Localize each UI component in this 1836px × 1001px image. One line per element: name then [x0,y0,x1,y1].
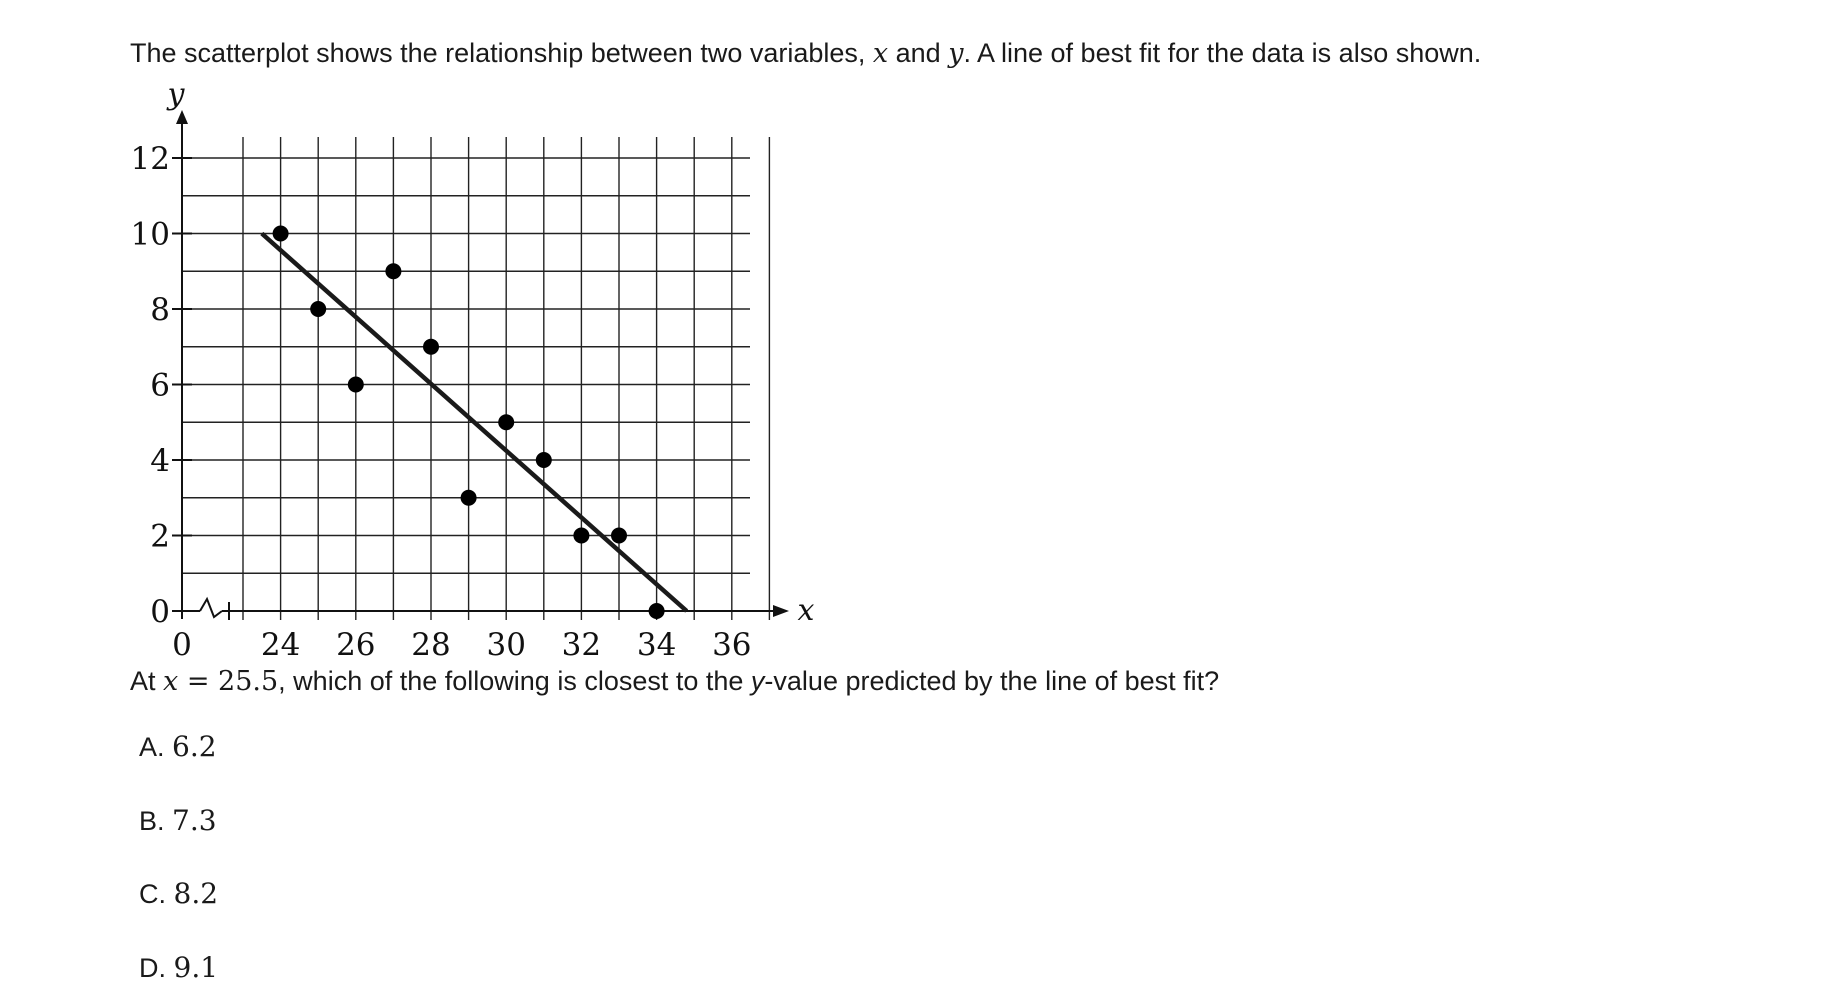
data-point [310,301,327,317]
chart-grid [182,137,771,620]
x-tick-label: 26 [336,627,375,660]
data-point [385,263,402,280]
choice-a[interactable]: A. 6.2 [139,730,217,763]
y-tick-label: 2 [150,519,170,555]
intro-text-start: The scatterplot shows the relationship b… [130,38,873,68]
best-fit-line-group [260,231,689,613]
data-point [573,527,590,544]
prompt-var-x: x [163,666,179,697]
intro-text-and: and [888,38,949,68]
x-tick-label: 28 [411,627,450,660]
data-point [535,452,552,468]
choice-b-value: 7.3 [172,804,217,837]
x-origin-label: 0 [172,627,192,660]
intro-text-end: . A line of best fit for the data is als… [963,38,1482,68]
data-point [460,489,477,506]
data-point [498,414,515,431]
best-fit-line [260,231,689,613]
x-axis-arrow [773,605,789,617]
prompt-text-end: -value predicted by the line of best fit… [764,666,1220,696]
y-axis-title: y [166,77,186,112]
data-point [347,376,364,393]
x-tick-label: 32 [562,627,601,660]
x-tick-label: 34 [637,627,676,660]
choice-b-letter: B. [139,806,173,836]
data-point [648,603,665,619]
prompt-text-mid: , which of the following is closest to t… [278,666,751,696]
choice-c[interactable]: C. 8.2 [139,877,218,910]
chart-axes: yx [166,77,815,628]
x-axis-break [199,596,223,619]
data-point [272,225,289,242]
data-point [423,338,439,355]
choice-a-letter: A. [139,732,173,762]
choice-d[interactable]: D. 9.1 [139,951,218,984]
choice-c-value: 8.2 [173,877,219,910]
choice-d-value: 9.1 [173,951,219,984]
data-point [611,527,627,544]
x-tick-label: 36 [712,627,751,660]
y-tick-label: 6 [150,368,170,404]
y-tick-label: 10 [131,217,170,253]
prompt-text-start: At [130,666,164,696]
y-tick-label: 4 [150,443,170,479]
choice-d-letter: D. [139,953,174,983]
intro-var-y: y [948,38,964,69]
question-prompt: At x = 25.5, which of the following is c… [130,666,1219,697]
y-tick-label: 8 [150,292,170,328]
question-intro: The scatterplot shows the relationship b… [130,38,1481,69]
y-tick-label: 12 [131,141,170,177]
prompt-value: 25.5 [218,666,279,697]
y-tick-label: 0 [150,594,170,630]
prompt-var-y: y [750,666,765,696]
x-tick-label: 24 [261,627,300,660]
x-axis-title: x [798,593,815,628]
intro-var-x: x [872,38,889,69]
prompt-equals: = [178,666,219,697]
x-tick-label: 30 [486,627,525,660]
choice-a-value: 6.2 [172,730,217,763]
y-axis-arrow [176,110,188,124]
choice-c-letter: C. [139,879,174,909]
data-points [272,225,665,619]
choice-b[interactable]: B. 7.3 [139,804,217,837]
